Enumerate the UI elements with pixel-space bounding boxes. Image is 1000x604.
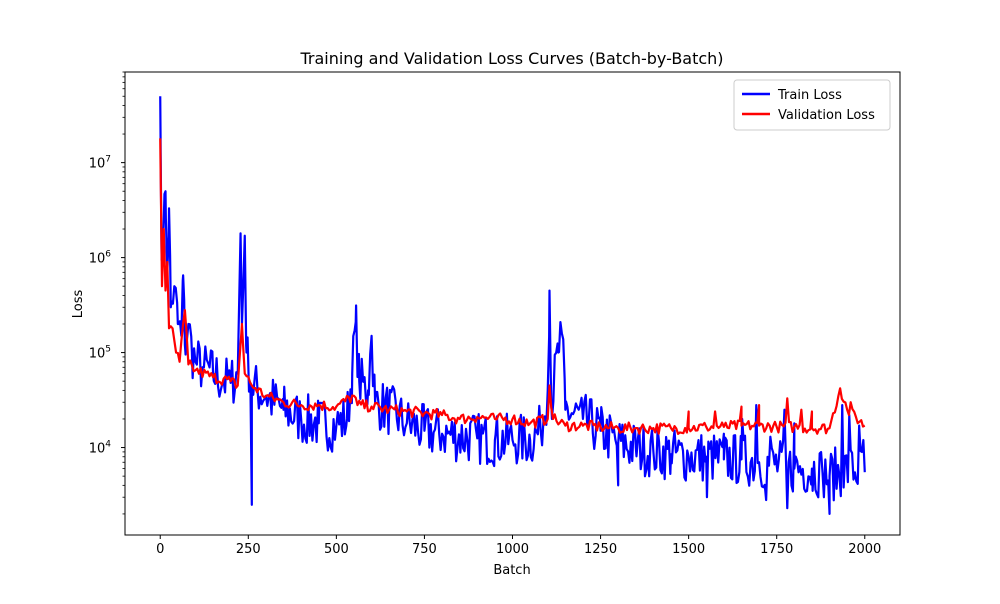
y-tick-label: 107	[89, 155, 111, 172]
train-loss-line	[159, 96, 866, 516]
legend-box	[733, 79, 891, 131]
x-tick-label: 1250	[584, 542, 617, 557]
y-tick-label: 105	[89, 345, 111, 362]
y-tick-label: 106	[89, 250, 112, 267]
legend-label: Validation Loss	[778, 108, 875, 123]
plot-area	[159, 96, 866, 516]
x-axis-label: Batch	[493, 563, 530, 578]
legend: Train Loss Validation Loss	[733, 79, 891, 131]
x-tick-label: 0	[156, 542, 164, 557]
x-tick-label: 1500	[672, 542, 705, 557]
x-tick-label: 1750	[760, 542, 793, 557]
axes: 0 250 500 750 1000 1250 1500 1750 2000 104 105 106 1…	[89, 71, 901, 557]
y-axis-label: Loss	[71, 290, 86, 319]
x-tick-label: 250	[236, 542, 261, 557]
y-tick-label: 104	[89, 440, 112, 457]
x-tick-label: 750	[412, 542, 437, 557]
x-tick-label: 500	[324, 542, 349, 557]
legend-label: Train Loss	[777, 88, 842, 103]
chart-title: Training and Validation Loss Curves (Bat…	[299, 49, 723, 68]
x-tick-label: 1000	[496, 542, 529, 557]
x-tick-label: 2000	[848, 542, 881, 557]
validation-loss-line	[159, 138, 866, 435]
